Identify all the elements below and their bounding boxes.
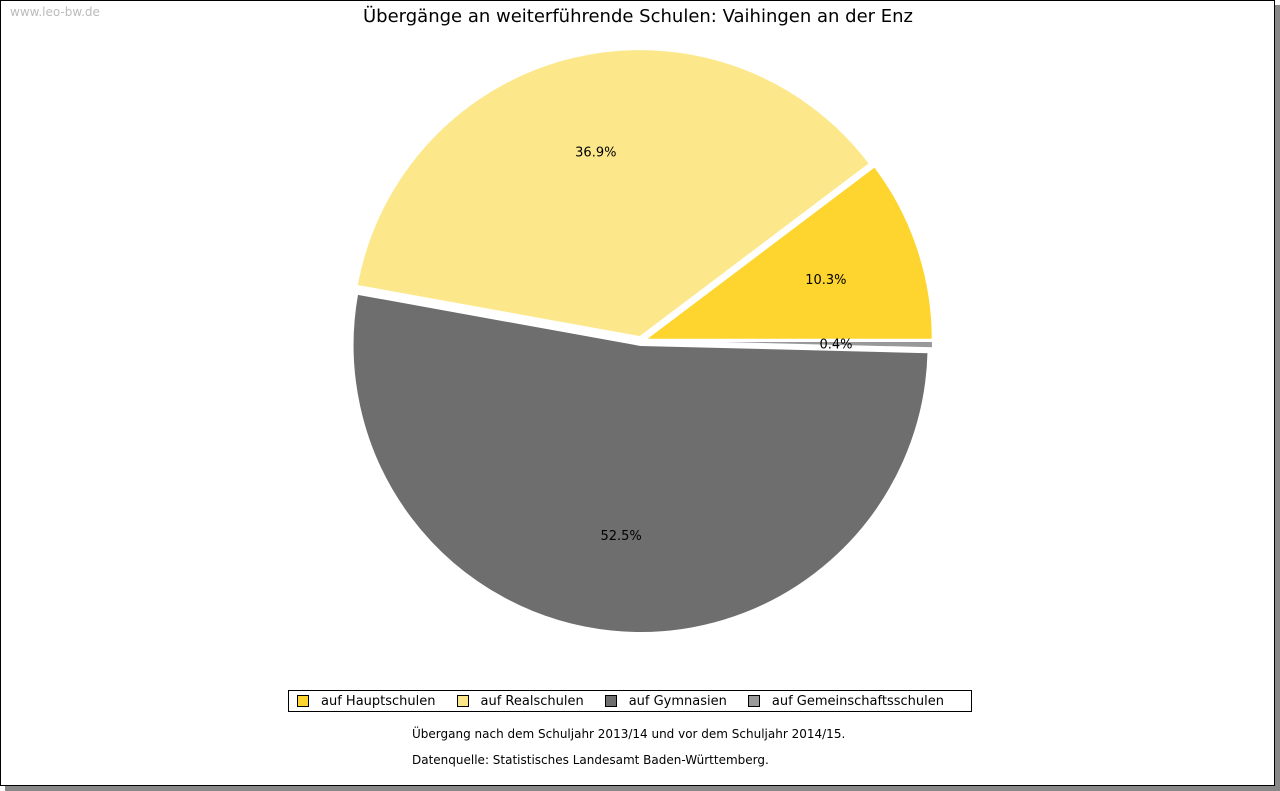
watermark: www.leo-bw.de bbox=[10, 5, 100, 19]
legend-label: auf Realschulen bbox=[480, 693, 584, 709]
legend-item-3: auf Gemeinschaftsschulen bbox=[747, 693, 944, 709]
legend-label: auf Hauptschulen bbox=[321, 693, 436, 709]
note-period: Übergang nach dem Schuljahr 2013/14 und … bbox=[412, 727, 846, 741]
chart-title: Übergänge an weiterführende Schulen: Vai… bbox=[362, 6, 913, 27]
pie-slice-3 bbox=[644, 340, 935, 350]
pie-chart: 10.3% 36.9% 52.5% 0.4% bbox=[351, 48, 935, 634]
data-label-1: 36.9% bbox=[575, 145, 616, 160]
legend-swatch bbox=[297, 695, 309, 707]
note-source: Datenquelle: Statistisches Landesamt Bad… bbox=[412, 753, 769, 767]
legend-label: auf Gemeinschaftsschulen bbox=[771, 693, 944, 709]
legend-swatch bbox=[747, 695, 760, 707]
data-label-0: 10.3% bbox=[805, 273, 846, 288]
data-label-3: 0.4% bbox=[819, 337, 852, 352]
legend-item-2: auf Gymnasien bbox=[604, 693, 727, 709]
legend-label: auf Gymnasien bbox=[628, 693, 727, 709]
legend-swatch bbox=[456, 695, 469, 707]
pie-slice-0 bbox=[641, 164, 934, 341]
legend-swatch bbox=[604, 695, 617, 707]
legend-item-0: auf Hauptschulen bbox=[297, 694, 436, 709]
data-label-2: 52.5% bbox=[600, 529, 641, 544]
pie-slice-2 bbox=[351, 292, 930, 634]
pie-slice-1 bbox=[355, 48, 872, 339]
legend: auf Hauptschulen auf Realschulen auf Gymna… bbox=[288, 690, 972, 712]
legend-item-1: auf Realschulen bbox=[456, 693, 584, 709]
